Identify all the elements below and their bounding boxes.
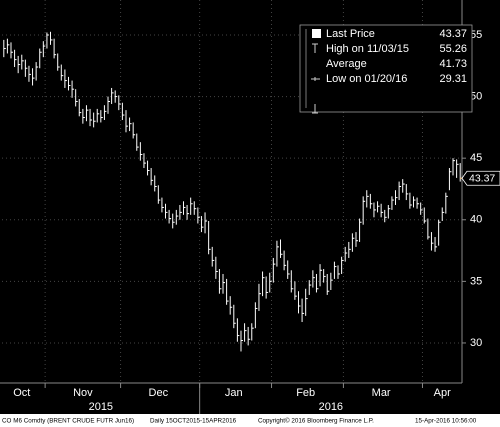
y-tick-label: 30 (470, 337, 482, 349)
last-price-label: 43.37 (469, 173, 495, 185)
y-tick-label: 35 (470, 275, 482, 287)
x-tick-label: Apr (434, 387, 451, 399)
footer-band (0, 414, 500, 427)
legend-icon (311, 77, 320, 81)
legend-swatch (312, 29, 321, 38)
y-tick-label: 45 (470, 152, 482, 164)
legend-value: 41.73 (439, 58, 467, 70)
x-tick-label: Feb (296, 387, 315, 399)
legend-icon (312, 43, 318, 53)
x-group-label: 2015 (89, 401, 113, 413)
footer-text: Copyright© 2016 Bloomberg Finance L.P. (258, 417, 374, 425)
x-tick-label: Nov (73, 387, 93, 399)
footer-text: CO M6 Comdty (BRENT CRUDE FUTR Jun16) (2, 418, 134, 425)
legend-value: 55.26 (439, 43, 467, 55)
legend-icon (312, 104, 318, 114)
legend-label: Average (326, 58, 367, 70)
footer-text: 15-Apr-2016 10:56:00 (415, 418, 477, 425)
y-tick-label: 50 (470, 90, 482, 102)
x-group-label: 2016 (319, 401, 343, 413)
x-tick-label: Jan (225, 387, 243, 399)
y-tick-label: 40 (470, 214, 482, 226)
legend-label: High on 11/03/15 (326, 43, 409, 55)
last-price-tag (461, 170, 500, 186)
legend-value: 29.31 (439, 73, 467, 85)
legend-label: Last Price (326, 28, 375, 40)
x-tick-label: Mar (372, 387, 391, 399)
footer-text: Daily 15OCT2015-15APR2016 (150, 418, 237, 425)
y-tick-label: 55 (470, 29, 482, 41)
legend-box (299, 24, 473, 113)
legend-value: 43.37 (439, 28, 467, 40)
legend-label: Low on 01/20/16 (326, 73, 407, 85)
x-tick-label: Dec (149, 387, 169, 399)
x-tick-label: Oct (13, 387, 30, 399)
